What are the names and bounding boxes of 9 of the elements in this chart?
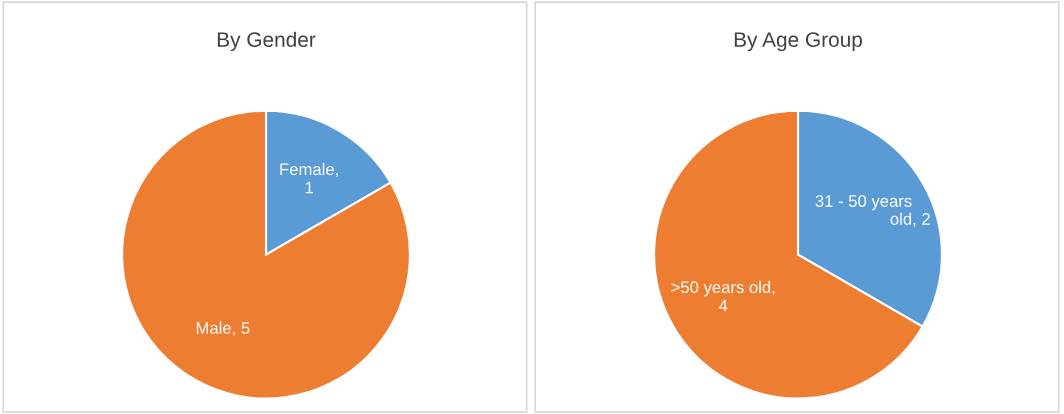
slice-label: >50 years old [671,280,771,297]
chart-title: By Gender [217,31,316,52]
slice-label: Male [196,321,231,334]
chart-title: By Age Group [734,32,862,52]
slice-label: 31 - 50 years old [815,195,912,225]
slice-label: Female [280,162,334,176]
pie-slice [121,109,411,400]
data-label: , 2 [913,213,930,227]
data-label: , 5 [233,322,250,336]
